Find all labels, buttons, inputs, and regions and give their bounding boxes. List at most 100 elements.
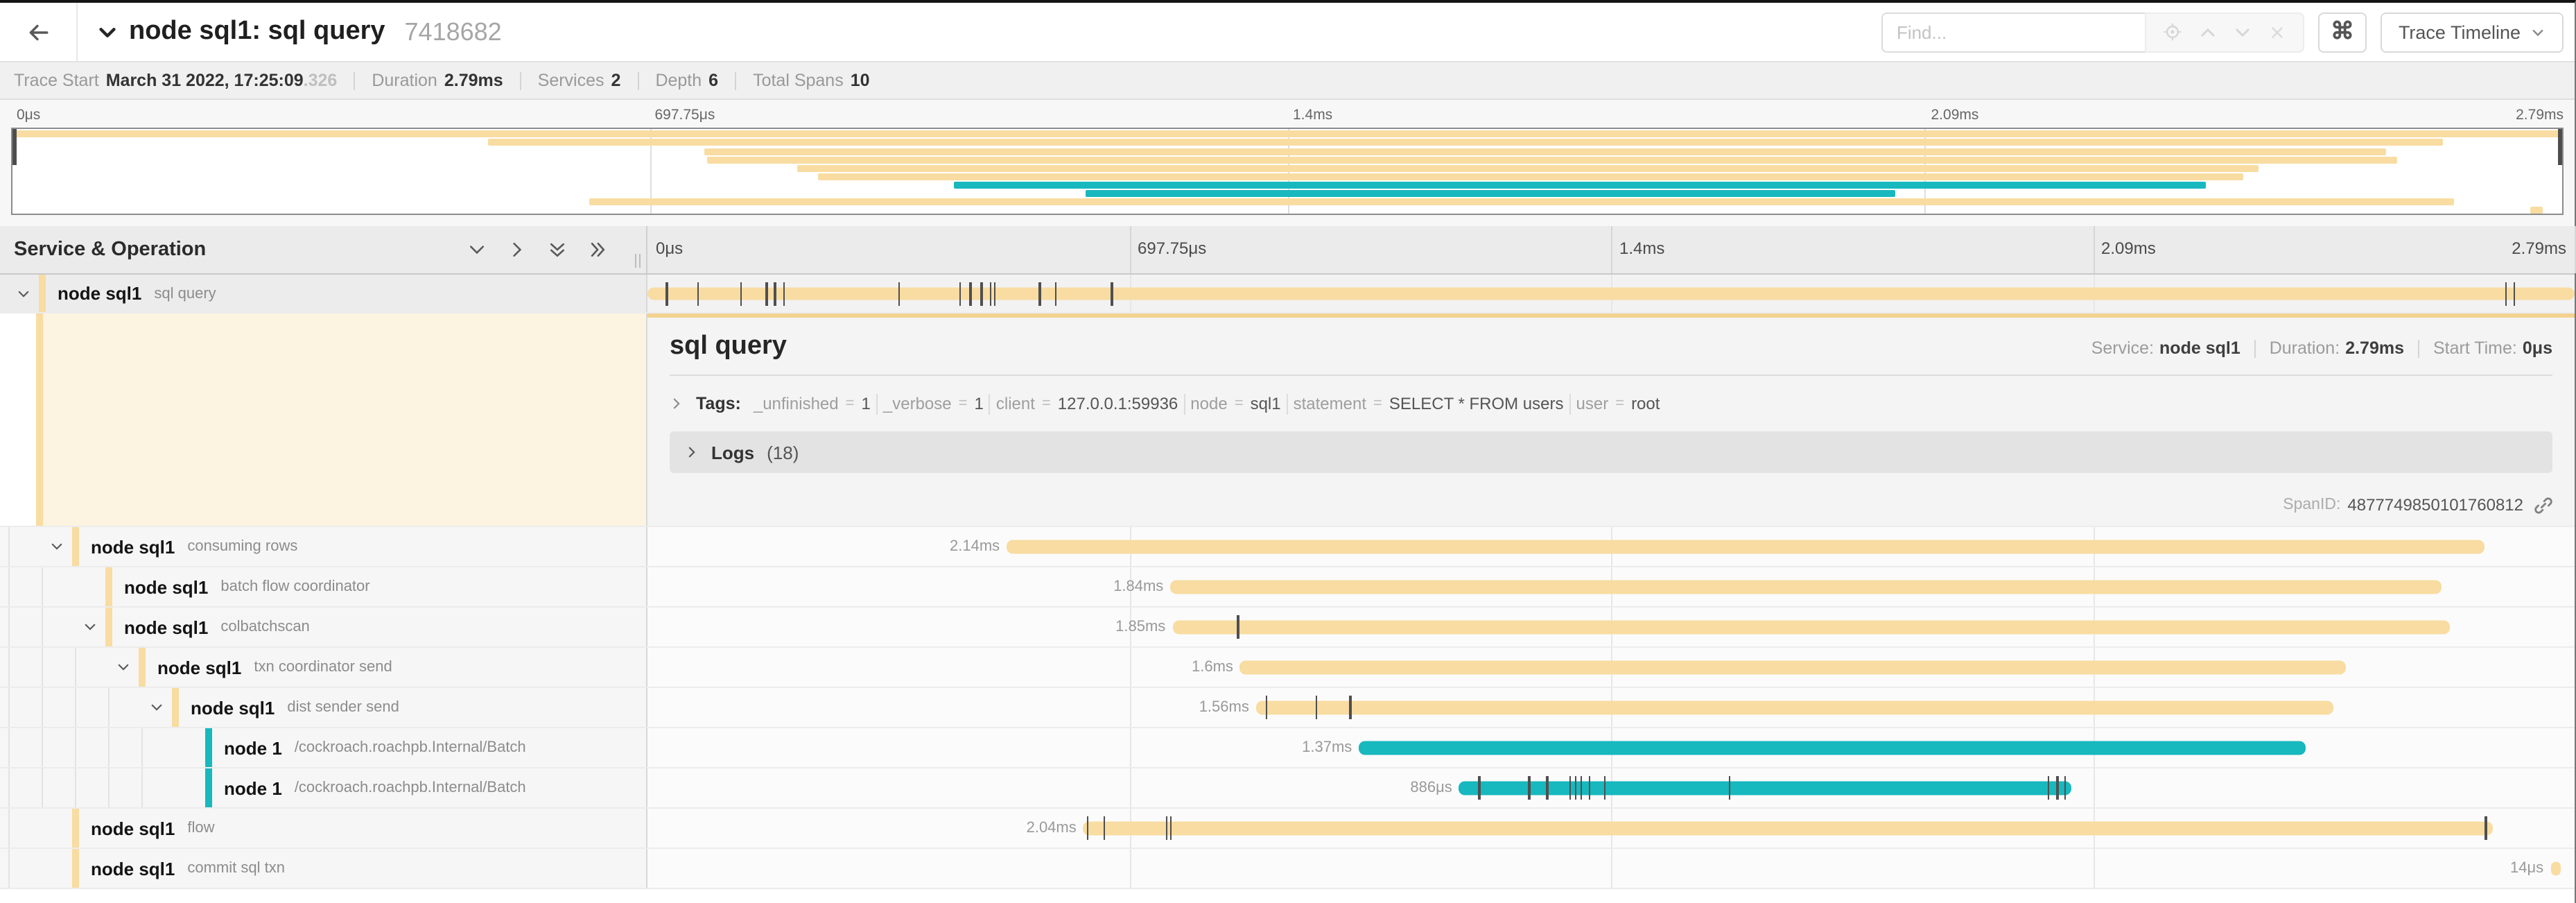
span-bar[interactable] (1255, 700, 2334, 714)
span-collapse-toggle[interactable] (8, 275, 39, 312)
span-bar[interactable] (1459, 781, 2071, 795)
log-marker-tick[interactable] (783, 282, 785, 305)
tag-item[interactable]: node = sql1 (1190, 394, 1280, 413)
log-marker-tick[interactable] (2047, 776, 2050, 800)
span-bar-cell[interactable]: 2.04ms (647, 809, 2575, 848)
minimap-canvas[interactable] (11, 128, 2564, 215)
log-marker-tick[interactable] (1546, 776, 1549, 800)
log-marker-tick[interactable] (2505, 282, 2507, 305)
span-tree-cell[interactable]: node sql1 flow (0, 809, 647, 848)
log-marker-tick[interactable] (980, 282, 983, 305)
expand-one-icon[interactable] (507, 240, 527, 259)
expand-all-icon[interactable] (588, 240, 607, 259)
log-marker-tick[interactable] (740, 282, 742, 305)
span-bar[interactable] (1172, 620, 2451, 634)
span-bar-cell[interactable]: 1.6ms (647, 648, 2575, 687)
log-marker-tick[interactable] (2513, 282, 2516, 305)
span-bar[interactable] (647, 286, 2575, 300)
log-marker-tick[interactable] (774, 282, 776, 305)
log-marker-tick[interactable] (1574, 776, 1576, 800)
span-row[interactable]: node sql1 sql query (0, 275, 2575, 313)
span-bar-cell[interactable]: 1.56ms (647, 688, 2575, 727)
log-marker-tick[interactable] (1265, 696, 1268, 719)
log-marker-tick[interactable] (989, 282, 991, 305)
span-row[interactable]: node sql1 txn coordinator send 1.6ms (0, 648, 2575, 688)
span-collapse-toggle[interactable] (141, 688, 172, 727)
log-marker-tick[interactable] (969, 282, 972, 305)
log-marker-tick[interactable] (1349, 696, 1352, 719)
tag-item[interactable]: client = 127.0.0.1:59936 (996, 394, 1178, 413)
trace-view-selector[interactable]: Trace Timeline (2380, 12, 2564, 52)
log-marker-tick[interactable] (2064, 776, 2066, 800)
log-marker-tick[interactable] (2484, 816, 2487, 840)
span-tree-cell[interactable]: node sql1 sql query (0, 275, 647, 312)
span-bar[interactable] (2550, 861, 2561, 875)
log-marker-tick[interactable] (959, 282, 961, 305)
span-bar[interactable] (1083, 821, 2493, 835)
log-marker-tick[interactable] (994, 282, 996, 305)
log-marker-tick[interactable] (1054, 282, 1057, 305)
span-tree-cell[interactable]: node sql1 txn coordinator send (0, 648, 647, 687)
tag-item[interactable]: statement = SELECT * FROM users (1294, 394, 1564, 413)
span-row[interactable]: node sql1 flow 2.04ms (0, 809, 2575, 849)
span-bar[interactable] (1007, 540, 2485, 553)
span-bar-cell[interactable]: 2.14ms (647, 527, 2575, 566)
log-marker-tick[interactable] (1315, 696, 1318, 719)
span-bar-cell[interactable]: 14μs (647, 849, 2575, 888)
span-bar[interactable] (1359, 741, 2306, 755)
log-marker-tick[interactable] (1237, 615, 1239, 639)
log-marker-tick[interactable] (1103, 816, 1106, 840)
log-marker-tick[interactable] (1165, 816, 1168, 840)
chevron-down-icon[interactable] (97, 22, 118, 42)
tag-item[interactable]: _verbose = 1 (883, 394, 984, 413)
back-button[interactable] (0, 3, 78, 61)
log-marker-tick[interactable] (1728, 776, 1731, 800)
log-marker-tick[interactable] (1038, 282, 1041, 305)
span-bar-cell[interactable]: 1.85ms (647, 608, 2575, 646)
span-bar-cell[interactable]: 1.37ms (647, 728, 2575, 767)
log-marker-tick[interactable] (2056, 776, 2059, 800)
column-resizer[interactable] (635, 254, 641, 268)
span-row[interactable]: node sql1 consuming rows 2.14ms (0, 527, 2575, 567)
logs-row[interactable]: Logs (18) (670, 431, 2552, 473)
span-collapse-toggle[interactable] (75, 608, 105, 646)
span-tree-cell[interactable]: node sql1 commit sql txn (0, 849, 647, 888)
log-marker-tick[interactable] (1580, 776, 1582, 800)
log-marker-tick[interactable] (1111, 282, 1113, 305)
log-marker-tick[interactable] (697, 282, 699, 305)
span-tree-cell[interactable]: node sql1 colbatchscan (0, 608, 647, 646)
span-tree-cell[interactable]: node 1/cockroach.roachpb.Internal/Batch (0, 768, 647, 807)
deep-link-icon[interactable] (2534, 496, 2552, 514)
next-match-icon[interactable] (2234, 23, 2252, 41)
log-marker-tick[interactable] (1589, 776, 1591, 800)
span-bar-cell[interactable] (647, 275, 2575, 312)
prev-match-icon[interactable] (2199, 23, 2217, 41)
focus-target-icon[interactable] (2163, 22, 2182, 42)
span-tree-cell[interactable]: node sql1 dist sender send (0, 688, 647, 727)
collapse-all-icon[interactable] (548, 240, 567, 259)
span-tree-cell[interactable]: node 1/cockroach.roachpb.Internal/Batch (0, 728, 647, 767)
log-marker-tick[interactable] (765, 282, 768, 305)
log-marker-tick[interactable] (1086, 816, 1089, 840)
log-marker-tick[interactable] (1603, 776, 1605, 800)
find-input[interactable] (1881, 12, 2145, 52)
log-marker-tick[interactable] (1569, 776, 1571, 800)
log-marker-tick[interactable] (1169, 816, 1172, 840)
span-bar[interactable] (1239, 660, 2346, 674)
span-row[interactable]: node 1/cockroach.roachpb.Internal/Batch 8… (0, 768, 2575, 809)
span-bar-cell[interactable]: 1.84ms (647, 567, 2575, 606)
viewport-left-scrubber[interactable] (12, 129, 17, 165)
log-marker-tick[interactable] (898, 282, 900, 305)
span-tree-cell[interactable]: node sql1 batch flow coordinator (0, 567, 647, 606)
log-marker-tick[interactable] (1478, 776, 1481, 800)
span-row[interactable]: node sql1 batch flow coordinator 1.84ms (0, 567, 2575, 608)
clear-find-icon[interactable] (2268, 23, 2286, 41)
keyboard-shortcuts-button[interactable]: ⌘ (2317, 12, 2367, 52)
span-collapse-toggle[interactable] (42, 527, 72, 566)
span-bar[interactable] (1170, 580, 2442, 594)
span-bar-cell[interactable]: 886μs (647, 768, 2575, 807)
span-row[interactable]: node sql1 dist sender send 1.56ms (0, 688, 2575, 728)
log-marker-tick[interactable] (1528, 776, 1531, 800)
tag-item[interactable]: _unfinished = 1 (754, 394, 871, 413)
tags-row[interactable]: Tags: _unfinished = 1 _verbose = 1 client = 127.… (670, 387, 2552, 420)
